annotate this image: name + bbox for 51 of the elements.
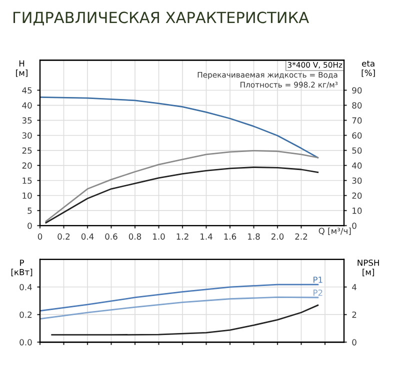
line-series [51, 304, 319, 336]
y-tick-label: 0.0 [20, 339, 32, 346]
y2-axis-title: NPSH [м] [358, 260, 379, 276]
y2-tick-label: 0 [352, 222, 356, 229]
line-series [40, 96, 319, 158]
line-series [45, 150, 319, 222]
y-axis-title: H [м] [16, 60, 28, 77]
y-tick-label: 10 [22, 192, 32, 199]
y2-tick-label: 10 [352, 208, 362, 214]
x-tick-label: 0.8 [128, 233, 142, 240]
x-tick-label: 1.4 [200, 233, 212, 240]
y-tick-label: 20 [22, 162, 32, 169]
y2-tick-label: 40 [352, 162, 362, 169]
x-tick-label: 1.8 [248, 233, 260, 240]
x-axis-title: Q [м³/ч] [318, 228, 351, 236]
y-tick-label: 40 [22, 102, 32, 109]
y2-tick-label: 90 [352, 87, 362, 94]
x-tick-label: 0.4 [81, 233, 94, 240]
x-tick-label: 0.2 [58, 233, 70, 240]
y-tick-label: 5 [28, 208, 32, 214]
y-tick-label: 35 [22, 117, 32, 124]
y2-tick-label: 4 [352, 284, 356, 290]
y2-tick-label: 2 [352, 312, 356, 318]
y2-axis-title: eta [%] [362, 60, 375, 77]
y2-tick-label: 70 [352, 117, 362, 124]
x-tick-label: 1.6 [224, 233, 236, 240]
y2-tick-label: 60 [352, 132, 362, 139]
chart-title: ГИДРАВЛИЧЕСКАЯ ХАРАКТЕРИСТИКА [14, 12, 309, 26]
y-tick-label: 0.4 [20, 284, 32, 290]
x-tick-label: 0 [38, 233, 42, 240]
y2-tick-label: 30 [352, 177, 362, 184]
series-label: P1 [314, 276, 322, 283]
x-tick-label: 1.0 [153, 233, 165, 240]
y-tick-label: 25 [22, 147, 32, 154]
y2-tick-label: 80 [352, 102, 362, 109]
y-tick-label: 0.2 [20, 312, 32, 318]
x-tick-label: 2.0 [271, 233, 284, 240]
y-tick-label: 30 [22, 132, 32, 139]
line-series [45, 166, 319, 224]
x-tick-label: 0.6 [105, 233, 118, 240]
x-tick-label: 1.2 [176, 233, 188, 240]
line-series [40, 296, 319, 320]
y2-tick-label: 20 [352, 192, 362, 199]
y-axis-title: P [кВт] [11, 260, 32, 276]
y-tick-label: 45 [22, 87, 32, 94]
y2-tick-label: 50 [352, 147, 362, 154]
x-tick-label: 2.2 [295, 233, 308, 240]
series-label: P2 [314, 290, 322, 296]
y-tick-label: 0 [28, 222, 32, 229]
y2-tick-label: 0 [352, 339, 356, 346]
y-tick-label: 15 [22, 178, 32, 184]
